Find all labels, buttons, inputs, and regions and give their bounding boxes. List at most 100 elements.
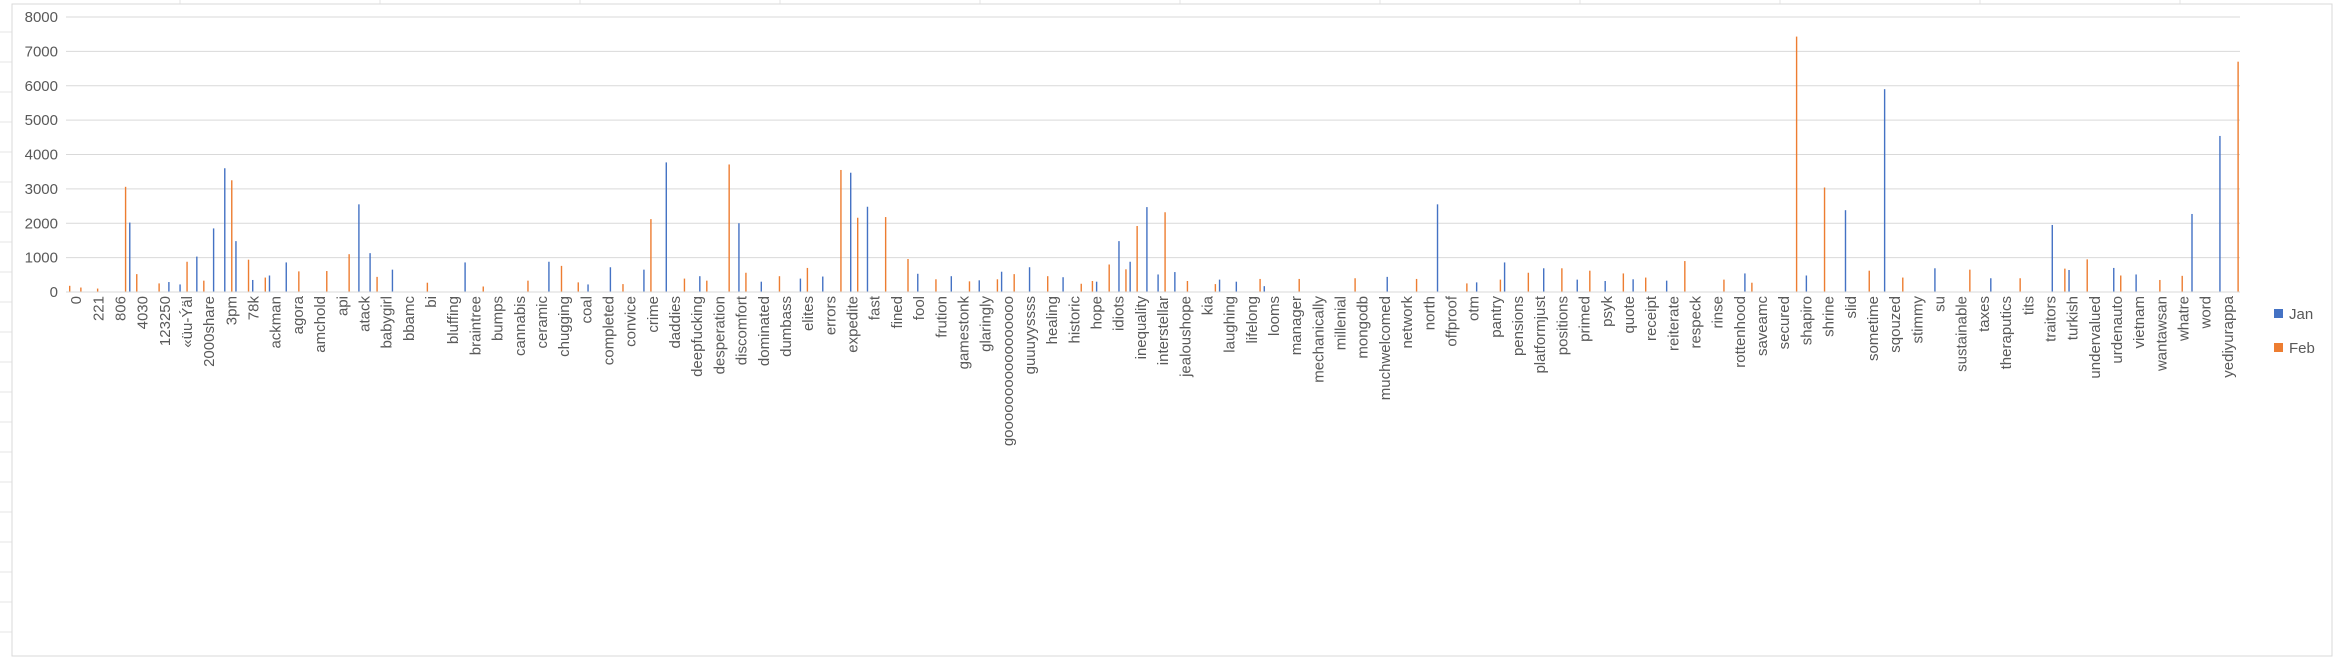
- bar-jan: [2068, 270, 2070, 292]
- bar-jan: [1883, 89, 1886, 292]
- series-feb-bars: [68, 36, 2239, 292]
- bar-feb: [1091, 281, 1094, 292]
- x-tick-label: positions: [1554, 296, 1571, 355]
- x-tick-label: 3pm: [223, 296, 240, 325]
- bar-jan: [1218, 279, 1221, 292]
- bar-feb: [1499, 279, 1502, 292]
- bar-jan: [168, 282, 170, 292]
- bar-jan: [224, 168, 226, 292]
- x-tick-label: guuuyyssss: [1022, 296, 1039, 374]
- bar-jan: [129, 222, 131, 292]
- bar-feb: [806, 267, 809, 292]
- bar-feb: [1186, 281, 1189, 292]
- bar-jan: [179, 284, 181, 292]
- x-tick-label: hope: [1089, 296, 1106, 329]
- bar-feb: [745, 272, 747, 292]
- bar-jan: [1146, 207, 1148, 292]
- bar-feb: [1622, 273, 1625, 292]
- bar-feb: [840, 169, 842, 292]
- x-tick-label: ceramic: [534, 296, 551, 349]
- bar-jan: [1632, 279, 1634, 292]
- bar-feb: [158, 283, 160, 292]
- bar-jan: [587, 284, 589, 292]
- x-axis-ticks: 0 221 806 4030 123250 «üu-Ýäl 2000share 3pm 78k a…: [68, 295, 2237, 446]
- x-tick-label: dumbass: [778, 296, 795, 357]
- x-tick-label: pantry: [1488, 296, 1505, 338]
- x-tick-label: historic: [1066, 296, 1083, 344]
- bar-feb: [778, 276, 781, 292]
- y-tick-label: 3000: [25, 181, 58, 198]
- bar-feb: [2237, 61, 2239, 292]
- x-tick-label: muchwelcomed: [1377, 296, 1394, 400]
- x-tick-label: 123250: [157, 296, 174, 346]
- legend-swatch-feb: [2274, 343, 2283, 352]
- x-tick-label: word: [2198, 296, 2215, 330]
- legend-swatch-jan: [2274, 309, 2283, 318]
- sheet-column-lines: [179, 0, 2181, 4]
- x-tick-label: 4030: [135, 296, 152, 329]
- x-tick-label: rinse: [1710, 296, 1727, 329]
- x-tick-label: dominated: [756, 296, 773, 366]
- bar-jan: [2191, 213, 2193, 292]
- gridlines: [66, 16, 2240, 259]
- bar-jan: [799, 278, 802, 292]
- bar-jan: [1028, 267, 1031, 292]
- y-tick-label: 2000: [25, 215, 58, 232]
- bar-jan: [212, 228, 215, 292]
- bar-feb: [560, 265, 563, 292]
- bar-jan: [1118, 241, 1120, 292]
- bar-jan: [643, 269, 645, 292]
- x-tick-label: urdenauto: [2109, 296, 2126, 364]
- bar-feb: [1164, 212, 1166, 292]
- bar-jan: [1436, 204, 1439, 292]
- x-tick-label: interstellar: [1155, 296, 1172, 365]
- bar-feb: [326, 271, 328, 292]
- x-tick-label: bluffing: [445, 296, 462, 344]
- bar-jan: [1665, 280, 1668, 292]
- x-tick-label: laughing: [1222, 296, 1239, 353]
- bar-feb: [1259, 278, 1261, 292]
- x-tick-label: rottenhood: [1732, 296, 1749, 368]
- x-tick-label: coal: [578, 296, 595, 324]
- bar-feb: [247, 259, 250, 292]
- x-tick-label: 2000share: [201, 296, 218, 367]
- x-tick-label: daddies: [667, 296, 684, 349]
- x-tick-label: glaringly: [978, 296, 995, 352]
- bar-jan: [2135, 274, 2137, 292]
- x-tick-label: manager: [1288, 296, 1305, 355]
- bar-feb: [968, 281, 971, 292]
- bar-jan: [1844, 210, 1847, 292]
- bar-jan: [1386, 276, 1388, 292]
- x-tick-label: respeck: [1688, 296, 1705, 349]
- bar-feb: [706, 280, 708, 292]
- y-tick-label: 8000: [25, 9, 58, 26]
- x-tick-label: shrine: [1821, 296, 1838, 337]
- bar-jan: [369, 253, 371, 292]
- bar-feb: [1214, 284, 1217, 292]
- bar-feb: [1589, 270, 1591, 292]
- x-tick-label: theraputics: [1998, 296, 2015, 369]
- bar-jan: [1235, 281, 1238, 292]
- x-tick-label: psyk: [1599, 296, 1616, 327]
- bar-jan: [1000, 271, 1003, 292]
- bar-jan: [738, 223, 740, 292]
- x-tick-label: inequality: [1133, 296, 1150, 360]
- bar-jan: [1934, 268, 1936, 292]
- bar-jan: [822, 276, 824, 292]
- bar-feb: [203, 280, 205, 292]
- bar-jan: [699, 276, 701, 292]
- x-tick-label: whatre: [2176, 296, 2193, 342]
- bar-jan: [285, 262, 287, 292]
- bar-feb: [650, 219, 652, 292]
- bar-feb: [622, 284, 624, 292]
- bar-jan: [464, 262, 466, 292]
- bar-feb: [1080, 283, 1082, 292]
- x-tick-label: agora: [290, 295, 307, 334]
- bar-jan: [235, 241, 237, 292]
- bar-feb: [1527, 272, 1530, 292]
- bar-feb: [728, 164, 730, 292]
- bar-feb: [1823, 187, 1826, 292]
- bar-jan: [1174, 272, 1176, 292]
- y-axis-ticks: 0 1000 2000 3000 4000 5000 6000 7000 8000: [25, 9, 58, 301]
